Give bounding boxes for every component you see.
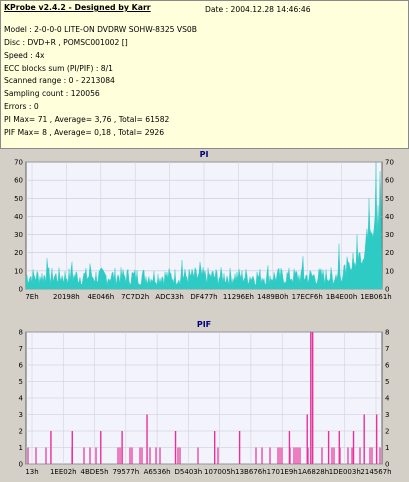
y-tick-label-left: 7	[19, 345, 23, 353]
chart-title: PIF	[197, 320, 211, 329]
y-tick-label-right: 4	[385, 395, 390, 403]
x-tick-label: 7C7D2h	[121, 293, 149, 301]
report-line-pi-stats: PI Max= 71 , Average= 3,76 , Total= 6158…	[4, 115, 170, 124]
y-tick-label-right: 2	[385, 428, 389, 436]
y-tick-label-left: 70	[14, 159, 23, 167]
y-tick-label-left: 10	[14, 267, 23, 275]
report-line-ecc: ECC blocks sum (PI/PIF) : 8/1	[4, 64, 114, 73]
y-tick-label-right: 7	[385, 345, 389, 353]
x-tick-label: DF477h	[190, 293, 217, 301]
y-tick-label-left: 40	[14, 213, 23, 221]
x-tick-label: A6536h	[144, 468, 171, 476]
y-tick-label-right: 5	[385, 378, 389, 386]
x-tick-label: 20198h	[53, 293, 80, 301]
y-tick-label-right: 50	[385, 195, 394, 203]
x-tick-label: 7Eh	[25, 293, 38, 301]
y-tick-label-right: 70	[385, 159, 394, 167]
y-tick-label-left: 5	[19, 378, 23, 386]
report-line-speed: Speed : 4x	[4, 51, 45, 60]
report-line-pif-stats: PIF Max= 8 , Average= 0,18 , Total= 2926	[4, 128, 165, 137]
y-tick-label-right: 6	[385, 362, 390, 370]
x-tick-label: 4E046h	[87, 293, 114, 301]
y-tick-label-left: 60	[14, 177, 23, 185]
x-tick-label: D5403h	[175, 468, 203, 476]
x-tick-label: 13h	[25, 468, 38, 476]
y-tick-label-right: 60	[385, 177, 394, 185]
y-tick-label-right: 30	[385, 231, 394, 239]
app-title: KProbe v2.4.2 - Designed by Karr	[4, 3, 151, 12]
x-tick-label: ADC33h	[155, 293, 183, 301]
x-tick-label: 11296Eh	[223, 293, 254, 301]
pif-chart-panel: PIF 0 0 1 1 2 2 3 3 4 4 5 5 6 6 7 7 8 8 13h 1EE02h 4BDE5h 7957…	[0, 318, 409, 480]
report-line-model: Model : 2-0-0-0 LITE-ON DVDRW SOHW-8325 …	[4, 25, 197, 34]
x-tick-label: 4BDE5h	[81, 468, 109, 476]
y-tick-label-left: 50	[14, 195, 23, 203]
pi-chart: PI 0 0 10 10 20 20 30 30 40 40 50 50 60 60 70 70 7Eh 20198…	[14, 150, 394, 301]
y-tick-label-left: 0	[19, 461, 23, 469]
x-tick-label: 107005h	[204, 468, 235, 476]
y-tick-label-right: 10	[385, 267, 394, 275]
report-line-disc: Disc : DVD+R , POMSC001002 []	[4, 38, 128, 47]
y-tick-label-right: 0	[385, 286, 389, 294]
x-tick-label: 13B676h	[235, 468, 267, 476]
x-tick-label: 1EB061h	[360, 293, 391, 301]
y-tick-label-left: 0	[19, 286, 23, 294]
y-tick-label-right: 40	[385, 213, 394, 221]
x-tick-label: 1EE02h	[50, 468, 77, 476]
x-tick-label: 1701E9h	[267, 468, 298, 476]
y-tick-label-left: 6	[19, 362, 24, 370]
x-tick-label: 17ECF6h	[292, 293, 323, 301]
report-line-range: Scanned range : 0 - 2213084	[4, 76, 115, 85]
y-tick-label-left: 20	[14, 249, 23, 257]
chart-title: PI	[200, 150, 209, 159]
y-tick-label-right: 3	[385, 411, 389, 419]
report-line-sampling: Sampling count : 120056	[4, 89, 100, 98]
y-tick-label-right: 1	[385, 444, 389, 452]
scan-report-panel: KProbe v2.4.2 - Designed by Karr Date : …	[0, 0, 409, 149]
y-tick-label-left: 3	[19, 411, 23, 419]
x-tick-label: 214567h	[360, 468, 391, 476]
pi-chart-panel: PI 0 0 10 10 20 20 30 30 40 40 50 50 60 60 70 70 7Eh 20198…	[0, 147, 409, 307]
y-tick-label-left: 2	[19, 428, 23, 436]
y-tick-label-right: 20	[385, 249, 394, 257]
x-tick-label: 79577h	[112, 468, 139, 476]
x-tick-label: 1489B0h	[257, 293, 289, 301]
x-tick-label: 1A6828h	[298, 468, 330, 476]
y-tick-label-left: 30	[14, 231, 23, 239]
x-tick-label: 1DE003h	[329, 468, 361, 476]
y-tick-label-left: 8	[19, 329, 23, 337]
pif-chart: PIF 0 0 1 1 2 2 3 3 4 4 5 5 6 6 7 7 8 8 13h 1EE02h 4BDE5h 7957…	[19, 320, 392, 476]
scan-date: Date : 2004.12.28 14:46:46	[205, 5, 311, 14]
x-tick-label: 1B4E00h	[326, 293, 357, 301]
y-tick-label-right: 0	[385, 461, 389, 469]
y-tick-label-left: 4	[19, 395, 24, 403]
y-tick-label-left: 1	[19, 444, 23, 452]
y-tick-label-right: 8	[385, 329, 389, 337]
report-line-errors: Errors : 0	[4, 102, 39, 111]
pi-series-area	[25, 161, 383, 290]
